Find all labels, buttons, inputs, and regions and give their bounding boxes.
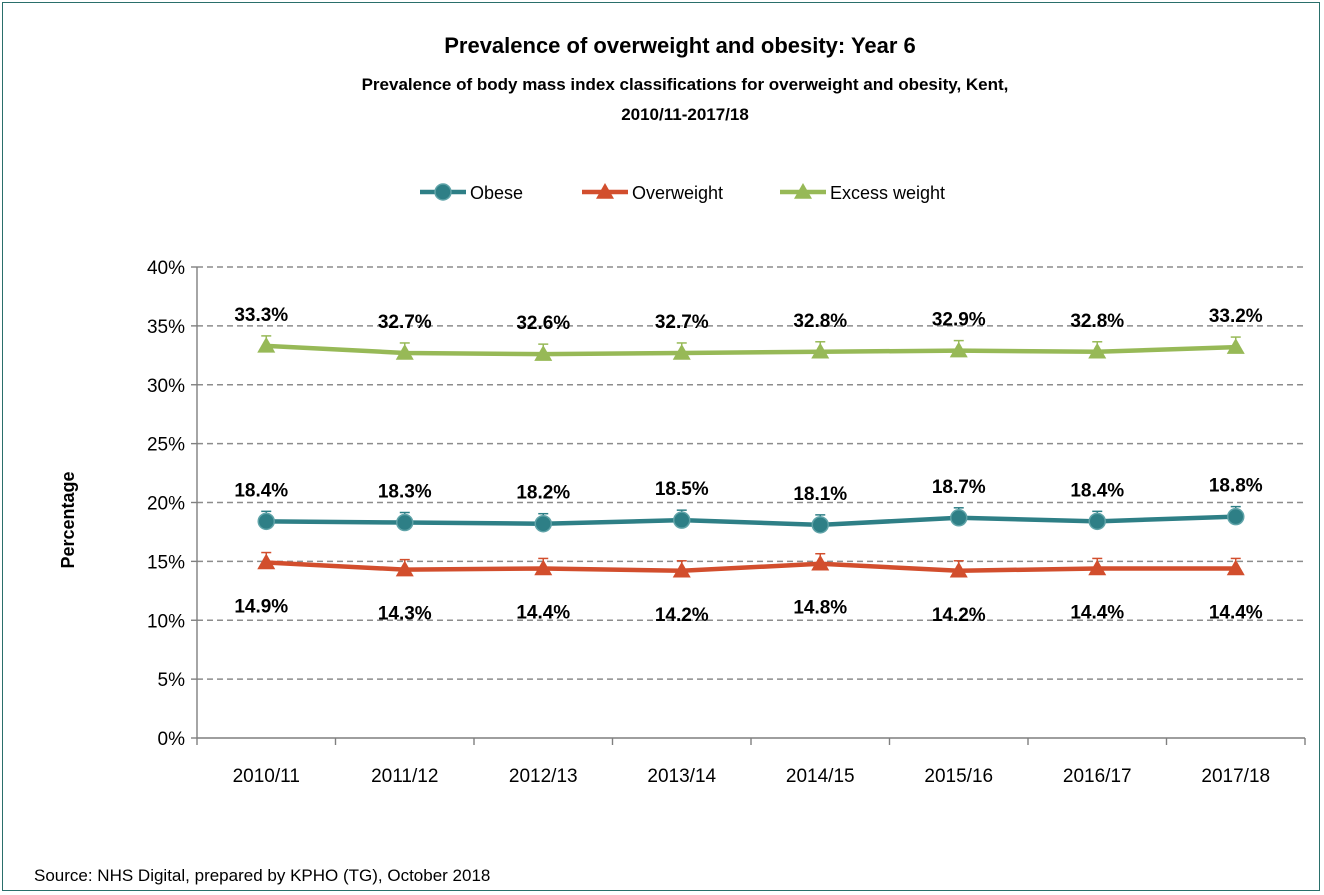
data-point-overweight xyxy=(672,561,691,578)
data-label-excess-weight: 32.8% xyxy=(793,311,847,332)
legend-marker-overweight xyxy=(596,183,614,199)
y-tick-label: 5% xyxy=(158,670,186,691)
data-label-overweight: 14.4% xyxy=(516,602,570,623)
data-label-obese: 18.5% xyxy=(655,479,709,500)
y-tick-label: 20% xyxy=(147,494,185,515)
y-axis-label: Percentage xyxy=(58,471,78,568)
x-tick-label: 2016/17 xyxy=(1063,766,1132,787)
data-point-excess-weight xyxy=(1226,338,1245,354)
legend-label-obese: Obese xyxy=(470,183,523,203)
gridlines xyxy=(197,266,1305,680)
source-note: Source: NHS Digital, prepared by KPHO (T… xyxy=(34,866,490,885)
data-point-overweight xyxy=(949,561,968,578)
axes xyxy=(191,266,1306,745)
data-label-obese: 18.8% xyxy=(1209,476,1263,497)
data-point-excess-weight xyxy=(395,343,414,360)
x-tick-label: 2015/16 xyxy=(924,766,993,787)
data-point-obese xyxy=(1227,507,1245,526)
legend-marker-excess-weight xyxy=(794,183,812,199)
data-point-obese xyxy=(950,509,968,527)
series-line-excess-weight xyxy=(266,343,1236,357)
data-point-overweight xyxy=(257,553,276,570)
legend-label-excess-weight: Excess weight xyxy=(830,183,945,203)
data-label-excess-weight: 33.2% xyxy=(1209,306,1263,327)
data-point-obese xyxy=(396,513,414,532)
data-label-overweight: 14.4% xyxy=(1070,602,1124,623)
chart-title: Prevalence of overweight and obesity: Ye… xyxy=(444,33,916,58)
data-label-obese: 18.4% xyxy=(1070,480,1124,501)
y-tick-label: 15% xyxy=(147,552,185,573)
legend: Obese Overweight Excess weight xyxy=(420,183,945,203)
data-label-excess-weight: 32.7% xyxy=(378,312,432,333)
data-label-obese: 18.1% xyxy=(793,484,847,505)
data-point-excess-weight xyxy=(811,342,830,359)
series-layer xyxy=(257,335,1245,578)
data-point-excess-weight xyxy=(534,345,553,361)
x-tick-label: 2011/12 xyxy=(371,766,438,787)
x-tick-label: 2017/18 xyxy=(1201,766,1270,787)
data-label-excess-weight: 32.6% xyxy=(516,313,570,334)
chart-subtitle-line2: 2010/11-2017/18 xyxy=(621,105,749,124)
y-tick-label: 25% xyxy=(147,435,185,456)
data-point-obese xyxy=(1088,512,1106,531)
data-point-overweight xyxy=(811,554,830,571)
data-point-overweight xyxy=(534,559,553,576)
data-point-obese xyxy=(534,514,552,533)
legend-marker-obese xyxy=(434,183,452,201)
data-label-overweight: 14.4% xyxy=(1209,602,1263,623)
data-point-obese xyxy=(257,512,275,531)
chart-subtitle-line1: Prevalence of body mass index classifica… xyxy=(362,75,1009,94)
data-label-overweight: 14.2% xyxy=(655,605,709,626)
data-point-excess-weight xyxy=(257,336,276,353)
y-tick-label: 0% xyxy=(158,729,186,750)
data-label-excess-weight: 33.3% xyxy=(234,305,288,326)
data-labels: 33.3% 32.7% 32.6% 32.7% 32.8% 32.9% 32.8% 33.2%… xyxy=(234,305,1262,626)
data-point-obese xyxy=(811,516,829,534)
data-label-obese: 18.2% xyxy=(516,483,570,504)
data-point-excess-weight xyxy=(672,343,691,360)
data-label-overweight: 14.2% xyxy=(932,605,986,626)
x-tick-label: 2014/15 xyxy=(786,766,855,787)
y-tick-label: 40% xyxy=(147,258,185,279)
data-label-overweight: 14.9% xyxy=(234,597,288,618)
data-point-overweight xyxy=(1088,559,1107,576)
x-tick-label: 2013/14 xyxy=(647,766,716,787)
data-label-overweight: 14.8% xyxy=(793,598,847,619)
data-point-excess-weight xyxy=(949,341,968,358)
data-label-obese: 18.4% xyxy=(234,480,288,501)
data-point-excess-weight xyxy=(1088,342,1107,359)
data-label-obese: 18.3% xyxy=(378,482,432,503)
data-point-obese xyxy=(673,511,691,529)
series-line-obese xyxy=(266,514,1236,528)
data-label-overweight: 14.3% xyxy=(378,604,432,625)
data-label-excess-weight: 32.9% xyxy=(932,310,986,331)
data-point-overweight xyxy=(1226,559,1245,576)
data-label-obese: 18.7% xyxy=(932,477,986,498)
y-tick-label: 10% xyxy=(147,611,185,632)
y-axis-ticks: 0% 5% 10% 15% 20% 25% 30% 35% 40% xyxy=(147,258,185,750)
x-tick-label: 2010/11 xyxy=(233,766,300,787)
data-label-excess-weight: 32.8% xyxy=(1070,311,1124,332)
data-point-overweight xyxy=(395,560,414,577)
y-tick-label: 30% xyxy=(147,376,185,397)
legend-label-overweight: Overweight xyxy=(632,183,723,203)
y-tick-label: 35% xyxy=(147,317,185,338)
series-line-overweight xyxy=(266,560,1236,574)
x-tick-label: 2012/13 xyxy=(509,766,578,787)
x-axis-ticks: 2010/11 2011/12 2012/13 2013/14 2014/15 2015/… xyxy=(233,766,1270,787)
data-label-excess-weight: 32.7% xyxy=(655,312,709,333)
